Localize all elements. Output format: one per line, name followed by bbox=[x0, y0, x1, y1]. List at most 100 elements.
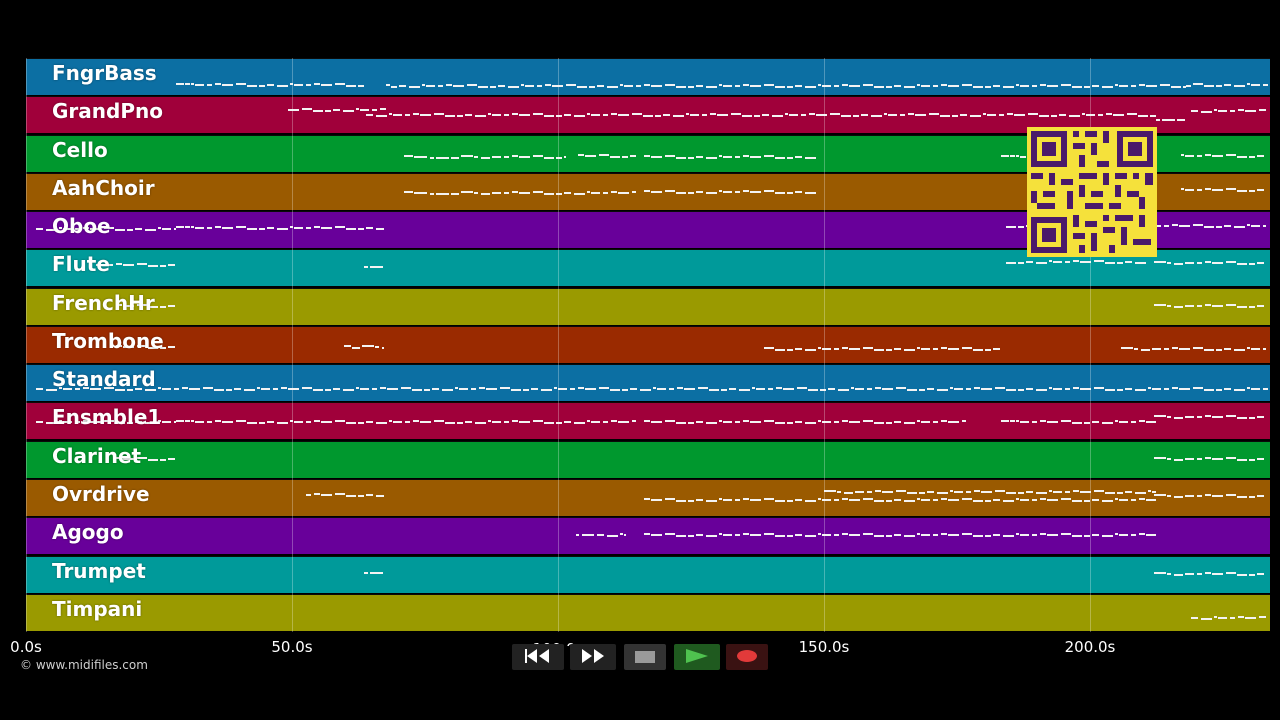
note-mark bbox=[818, 420, 821, 423]
note-mark bbox=[1259, 109, 1266, 112]
note-mark bbox=[174, 228, 176, 231]
rewind-button[interactable] bbox=[512, 644, 564, 670]
note-mark bbox=[222, 421, 233, 424]
note-mark bbox=[1119, 85, 1128, 87]
note-mark bbox=[1212, 188, 1223, 191]
note-mark bbox=[871, 115, 882, 118]
note-mark bbox=[475, 115, 486, 118]
note-mark bbox=[855, 388, 864, 391]
note-mark bbox=[822, 421, 831, 424]
note-mark bbox=[306, 421, 311, 424]
note-mark bbox=[894, 498, 901, 501]
note-mark bbox=[574, 115, 585, 118]
note-mark bbox=[259, 422, 265, 425]
note-mark bbox=[236, 226, 246, 229]
note-mark bbox=[597, 85, 604, 87]
note-mark bbox=[960, 114, 967, 117]
note-mark bbox=[688, 191, 694, 194]
note-mark bbox=[948, 347, 959, 350]
note-mark bbox=[743, 497, 749, 500]
note-mark bbox=[370, 571, 383, 574]
note-mark bbox=[376, 115, 387, 118]
note-mark bbox=[927, 490, 934, 493]
note-mark bbox=[1197, 262, 1202, 265]
note-mark bbox=[795, 421, 802, 424]
note-mark bbox=[706, 422, 717, 425]
note-mark bbox=[498, 85, 505, 87]
note-mark bbox=[191, 83, 194, 85]
note-mark bbox=[137, 344, 147, 347]
note-mark bbox=[1072, 86, 1082, 88]
note-mark bbox=[512, 420, 518, 423]
note-mark bbox=[302, 387, 312, 390]
note-mark bbox=[894, 534, 901, 537]
note-mark bbox=[1047, 85, 1058, 87]
note-mark bbox=[837, 490, 841, 493]
note-mark bbox=[795, 155, 802, 158]
note-mark bbox=[805, 535, 816, 538]
note-mark bbox=[735, 190, 740, 193]
note-mark bbox=[1032, 534, 1037, 537]
note-mark bbox=[504, 155, 509, 158]
note-mark bbox=[75, 421, 80, 424]
note-mark bbox=[420, 114, 431, 117]
note-mark bbox=[762, 114, 769, 117]
note-mark bbox=[370, 266, 383, 269]
note-mark bbox=[195, 421, 204, 424]
note-mark bbox=[1119, 534, 1128, 537]
note-mark bbox=[1212, 572, 1223, 575]
note-mark bbox=[556, 422, 562, 425]
record-button[interactable] bbox=[726, 644, 768, 670]
note-mark bbox=[886, 86, 892, 88]
note-mark bbox=[360, 109, 369, 112]
note-mark bbox=[1216, 85, 1222, 87]
track-name-label: Standard bbox=[52, 367, 156, 392]
note-mark bbox=[1226, 261, 1236, 264]
note-mark bbox=[1185, 494, 1194, 497]
note-mark bbox=[366, 227, 373, 230]
note-mark bbox=[717, 114, 728, 117]
note-mark bbox=[46, 389, 57, 392]
track-lane: Agogo bbox=[26, 517, 1270, 555]
track-name-label: Agogo bbox=[52, 520, 124, 545]
note-mark bbox=[985, 499, 991, 502]
note-mark bbox=[1139, 420, 1145, 423]
note-mark bbox=[710, 113, 716, 116]
note-mark bbox=[185, 420, 190, 423]
note-mark bbox=[1197, 304, 1202, 307]
note-mark bbox=[874, 535, 884, 538]
note-mark bbox=[875, 387, 881, 390]
note-mark bbox=[1234, 389, 1245, 392]
note-mark bbox=[314, 83, 320, 85]
note-mark bbox=[1117, 262, 1123, 265]
note-mark bbox=[981, 490, 992, 493]
note-mark bbox=[1154, 415, 1166, 418]
fast-forward-button[interactable] bbox=[570, 644, 616, 670]
note-mark bbox=[1234, 348, 1245, 351]
note-mark bbox=[888, 114, 897, 117]
note-mark bbox=[1171, 86, 1181, 88]
note-mark bbox=[919, 491, 925, 494]
stop-button[interactable] bbox=[624, 644, 666, 670]
note-mark bbox=[1249, 495, 1255, 498]
note-mark bbox=[789, 114, 798, 117]
play-button[interactable] bbox=[674, 644, 720, 670]
note-mark bbox=[123, 345, 134, 348]
note-mark bbox=[519, 191, 530, 194]
note-mark bbox=[465, 421, 472, 424]
note-mark bbox=[207, 421, 212, 424]
note-mark bbox=[174, 388, 179, 391]
note-mark bbox=[587, 190, 590, 193]
track-name-label: Trombone bbox=[52, 328, 164, 353]
note-mark bbox=[822, 85, 831, 87]
note-mark bbox=[1183, 86, 1186, 88]
note-mark bbox=[1003, 499, 1014, 502]
note-mark bbox=[116, 303, 122, 306]
note-mark bbox=[1216, 389, 1222, 392]
note-mark bbox=[1084, 86, 1090, 88]
note-mark bbox=[676, 191, 686, 194]
note-mark bbox=[696, 85, 703, 87]
note-mark bbox=[1263, 225, 1266, 228]
note-mark bbox=[603, 191, 608, 194]
note-mark bbox=[1018, 262, 1024, 265]
